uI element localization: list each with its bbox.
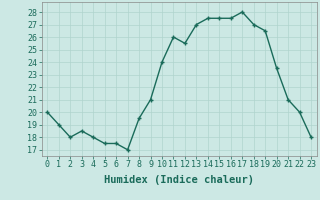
X-axis label: Humidex (Indice chaleur): Humidex (Indice chaleur) xyxy=(104,175,254,185)
